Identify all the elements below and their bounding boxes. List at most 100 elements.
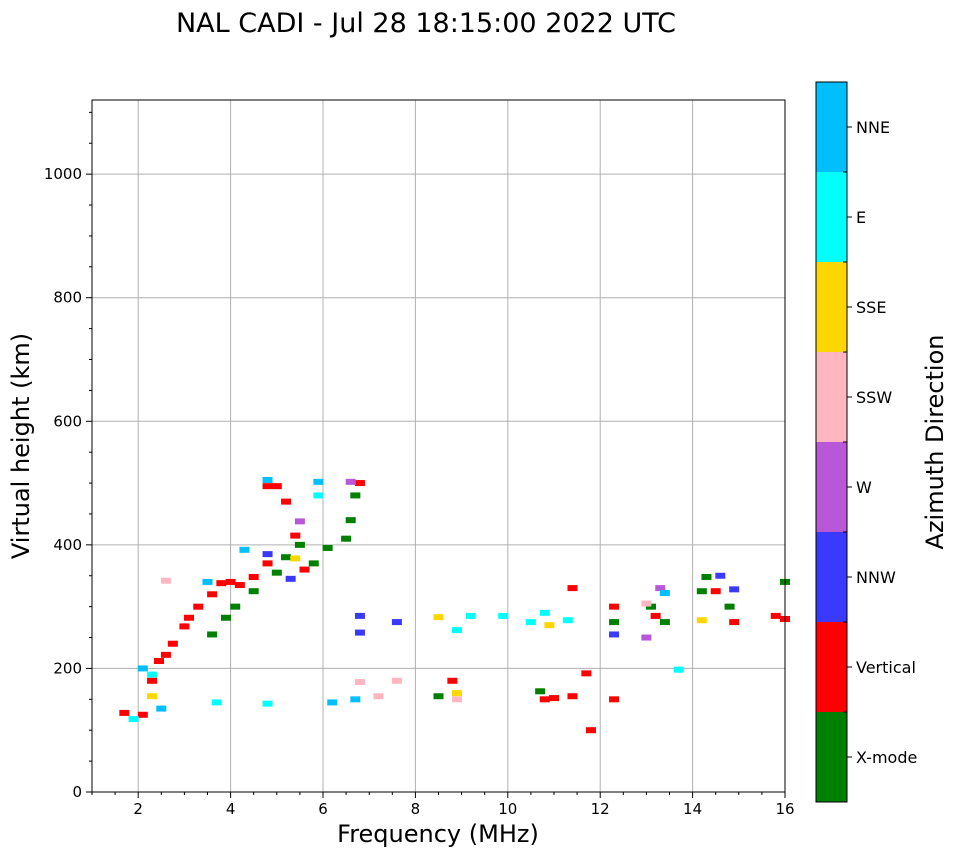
x-tick-label: 10 bbox=[498, 800, 517, 818]
y-tick-label: 1000 bbox=[44, 165, 82, 183]
data-point bbox=[239, 546, 250, 553]
data-point bbox=[271, 569, 282, 576]
data-point bbox=[207, 631, 218, 638]
data-point bbox=[156, 705, 167, 712]
y-tick-label: 200 bbox=[53, 659, 82, 677]
data-point bbox=[137, 665, 148, 672]
colorbar-tick-label: NNE bbox=[856, 118, 890, 137]
colorbar-tick-label: NNW bbox=[856, 568, 896, 587]
data-point bbox=[262, 483, 273, 490]
colorbar-tick-label: W bbox=[856, 478, 872, 497]
data-point bbox=[234, 582, 245, 589]
data-point bbox=[451, 627, 462, 634]
data-point bbox=[147, 677, 158, 684]
colorbar-tick-label: Vertical bbox=[856, 658, 916, 677]
data-point bbox=[609, 696, 620, 703]
colorbar-segment bbox=[816, 262, 847, 352]
data-point bbox=[220, 614, 231, 621]
data-point bbox=[308, 560, 319, 567]
colorbar-segment bbox=[816, 622, 847, 712]
x-tick-label: 12 bbox=[591, 800, 610, 818]
data-point bbox=[322, 544, 333, 551]
data-point bbox=[451, 690, 462, 697]
data-point bbox=[567, 693, 578, 700]
data-point bbox=[207, 591, 218, 598]
colorbar: X-mode Vertical NNW W SSW SSE E NNE bbox=[815, 81, 917, 803]
data-point bbox=[539, 696, 550, 703]
series-nnw bbox=[262, 551, 740, 638]
data-point bbox=[696, 588, 707, 595]
data-point bbox=[341, 535, 352, 542]
data-point bbox=[216, 580, 227, 587]
colorbar-segment bbox=[816, 352, 847, 442]
x-tick-label: 14 bbox=[683, 800, 702, 818]
data-point bbox=[294, 541, 305, 548]
data-point bbox=[248, 588, 259, 595]
data-point bbox=[609, 619, 620, 626]
x-tick-label: 6 bbox=[318, 800, 328, 818]
data-point bbox=[271, 483, 282, 490]
data-point bbox=[147, 693, 158, 700]
data-point bbox=[433, 693, 444, 700]
data-point bbox=[119, 709, 130, 716]
series-nne bbox=[137, 476, 670, 712]
colorbar-tick-label: X-mode bbox=[856, 748, 917, 767]
data-point bbox=[567, 585, 578, 592]
data-point bbox=[715, 572, 726, 579]
x-tick-label: 2 bbox=[133, 800, 143, 818]
y-tick-label: 800 bbox=[53, 289, 82, 307]
y-axis-label: Virtual height (km) bbox=[7, 333, 35, 559]
data-point bbox=[581, 670, 592, 677]
data-point bbox=[193, 603, 204, 610]
data-point bbox=[659, 619, 670, 626]
data-point bbox=[585, 727, 596, 734]
x-axis-label: Frequency (MHz) bbox=[337, 820, 539, 848]
data-point bbox=[641, 600, 652, 607]
data-point bbox=[327, 699, 338, 706]
x-tick-label: 4 bbox=[226, 800, 236, 818]
data-point bbox=[354, 629, 365, 636]
data-point bbox=[451, 696, 462, 703]
data-point bbox=[179, 623, 190, 630]
data-point bbox=[160, 651, 171, 658]
data-point bbox=[354, 679, 365, 686]
data-point bbox=[729, 619, 740, 626]
data-point bbox=[248, 573, 259, 580]
data-point bbox=[701, 573, 712, 580]
y-tick-label: 400 bbox=[53, 536, 82, 554]
data-point bbox=[202, 578, 213, 585]
x-tick-label: 16 bbox=[775, 800, 794, 818]
data-point bbox=[729, 586, 740, 593]
data-point bbox=[465, 612, 476, 619]
data-point bbox=[544, 622, 555, 629]
data-point bbox=[294, 518, 305, 525]
data-point bbox=[447, 677, 458, 684]
colorbar-frame bbox=[815, 81, 848, 803]
data-point bbox=[313, 478, 324, 485]
data-point bbox=[262, 560, 273, 567]
data-point bbox=[391, 619, 402, 626]
data-point bbox=[710, 588, 721, 595]
data-point bbox=[262, 551, 273, 558]
data-point bbox=[433, 614, 444, 621]
data-point bbox=[535, 688, 546, 695]
data-point bbox=[345, 517, 356, 524]
series-e bbox=[128, 492, 684, 723]
series-ssw bbox=[160, 577, 652, 703]
data-point bbox=[299, 566, 310, 573]
data-point bbox=[655, 585, 666, 592]
data-point bbox=[160, 577, 171, 584]
grid-lines bbox=[92, 100, 785, 792]
data-point bbox=[285, 575, 296, 582]
colorbar-label: Azimuth Direction bbox=[921, 335, 949, 550]
y-tick-label: 0 bbox=[72, 783, 82, 801]
data-point bbox=[184, 614, 195, 621]
y-tick-label: 600 bbox=[53, 412, 82, 430]
plot-area bbox=[92, 100, 785, 792]
data-point bbox=[350, 696, 361, 703]
data-point bbox=[281, 498, 292, 505]
data-point bbox=[167, 640, 178, 647]
colorbar-tick-label: SSE bbox=[856, 298, 886, 317]
data-point bbox=[724, 603, 735, 610]
